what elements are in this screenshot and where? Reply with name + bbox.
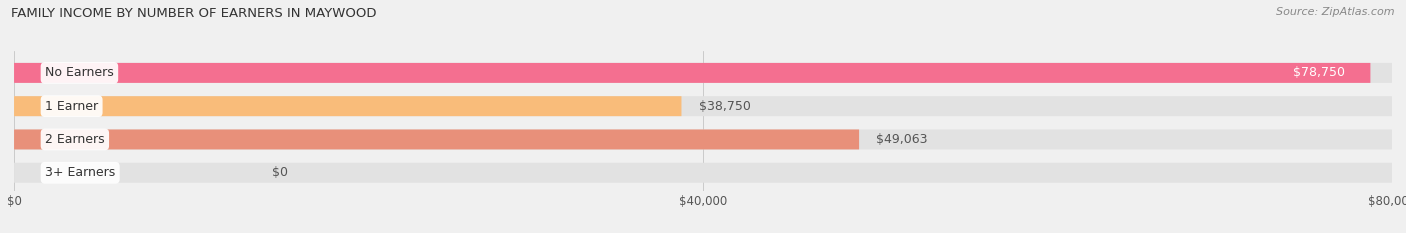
Text: $49,063: $49,063 xyxy=(876,133,928,146)
Text: 1 Earner: 1 Earner xyxy=(45,100,98,113)
FancyBboxPatch shape xyxy=(14,96,682,116)
FancyBboxPatch shape xyxy=(14,96,1392,116)
Text: 3+ Earners: 3+ Earners xyxy=(45,166,115,179)
FancyBboxPatch shape xyxy=(14,63,1371,83)
Text: FAMILY INCOME BY NUMBER OF EARNERS IN MAYWOOD: FAMILY INCOME BY NUMBER OF EARNERS IN MA… xyxy=(11,7,377,20)
Text: Source: ZipAtlas.com: Source: ZipAtlas.com xyxy=(1277,7,1395,17)
FancyBboxPatch shape xyxy=(14,163,1392,183)
Text: No Earners: No Earners xyxy=(45,66,114,79)
FancyBboxPatch shape xyxy=(14,63,1392,83)
Text: $78,750: $78,750 xyxy=(1292,66,1344,79)
Text: 2 Earners: 2 Earners xyxy=(45,133,104,146)
Text: $38,750: $38,750 xyxy=(699,100,751,113)
Text: $0: $0 xyxy=(273,166,288,179)
FancyBboxPatch shape xyxy=(14,130,1392,149)
FancyBboxPatch shape xyxy=(14,130,859,149)
